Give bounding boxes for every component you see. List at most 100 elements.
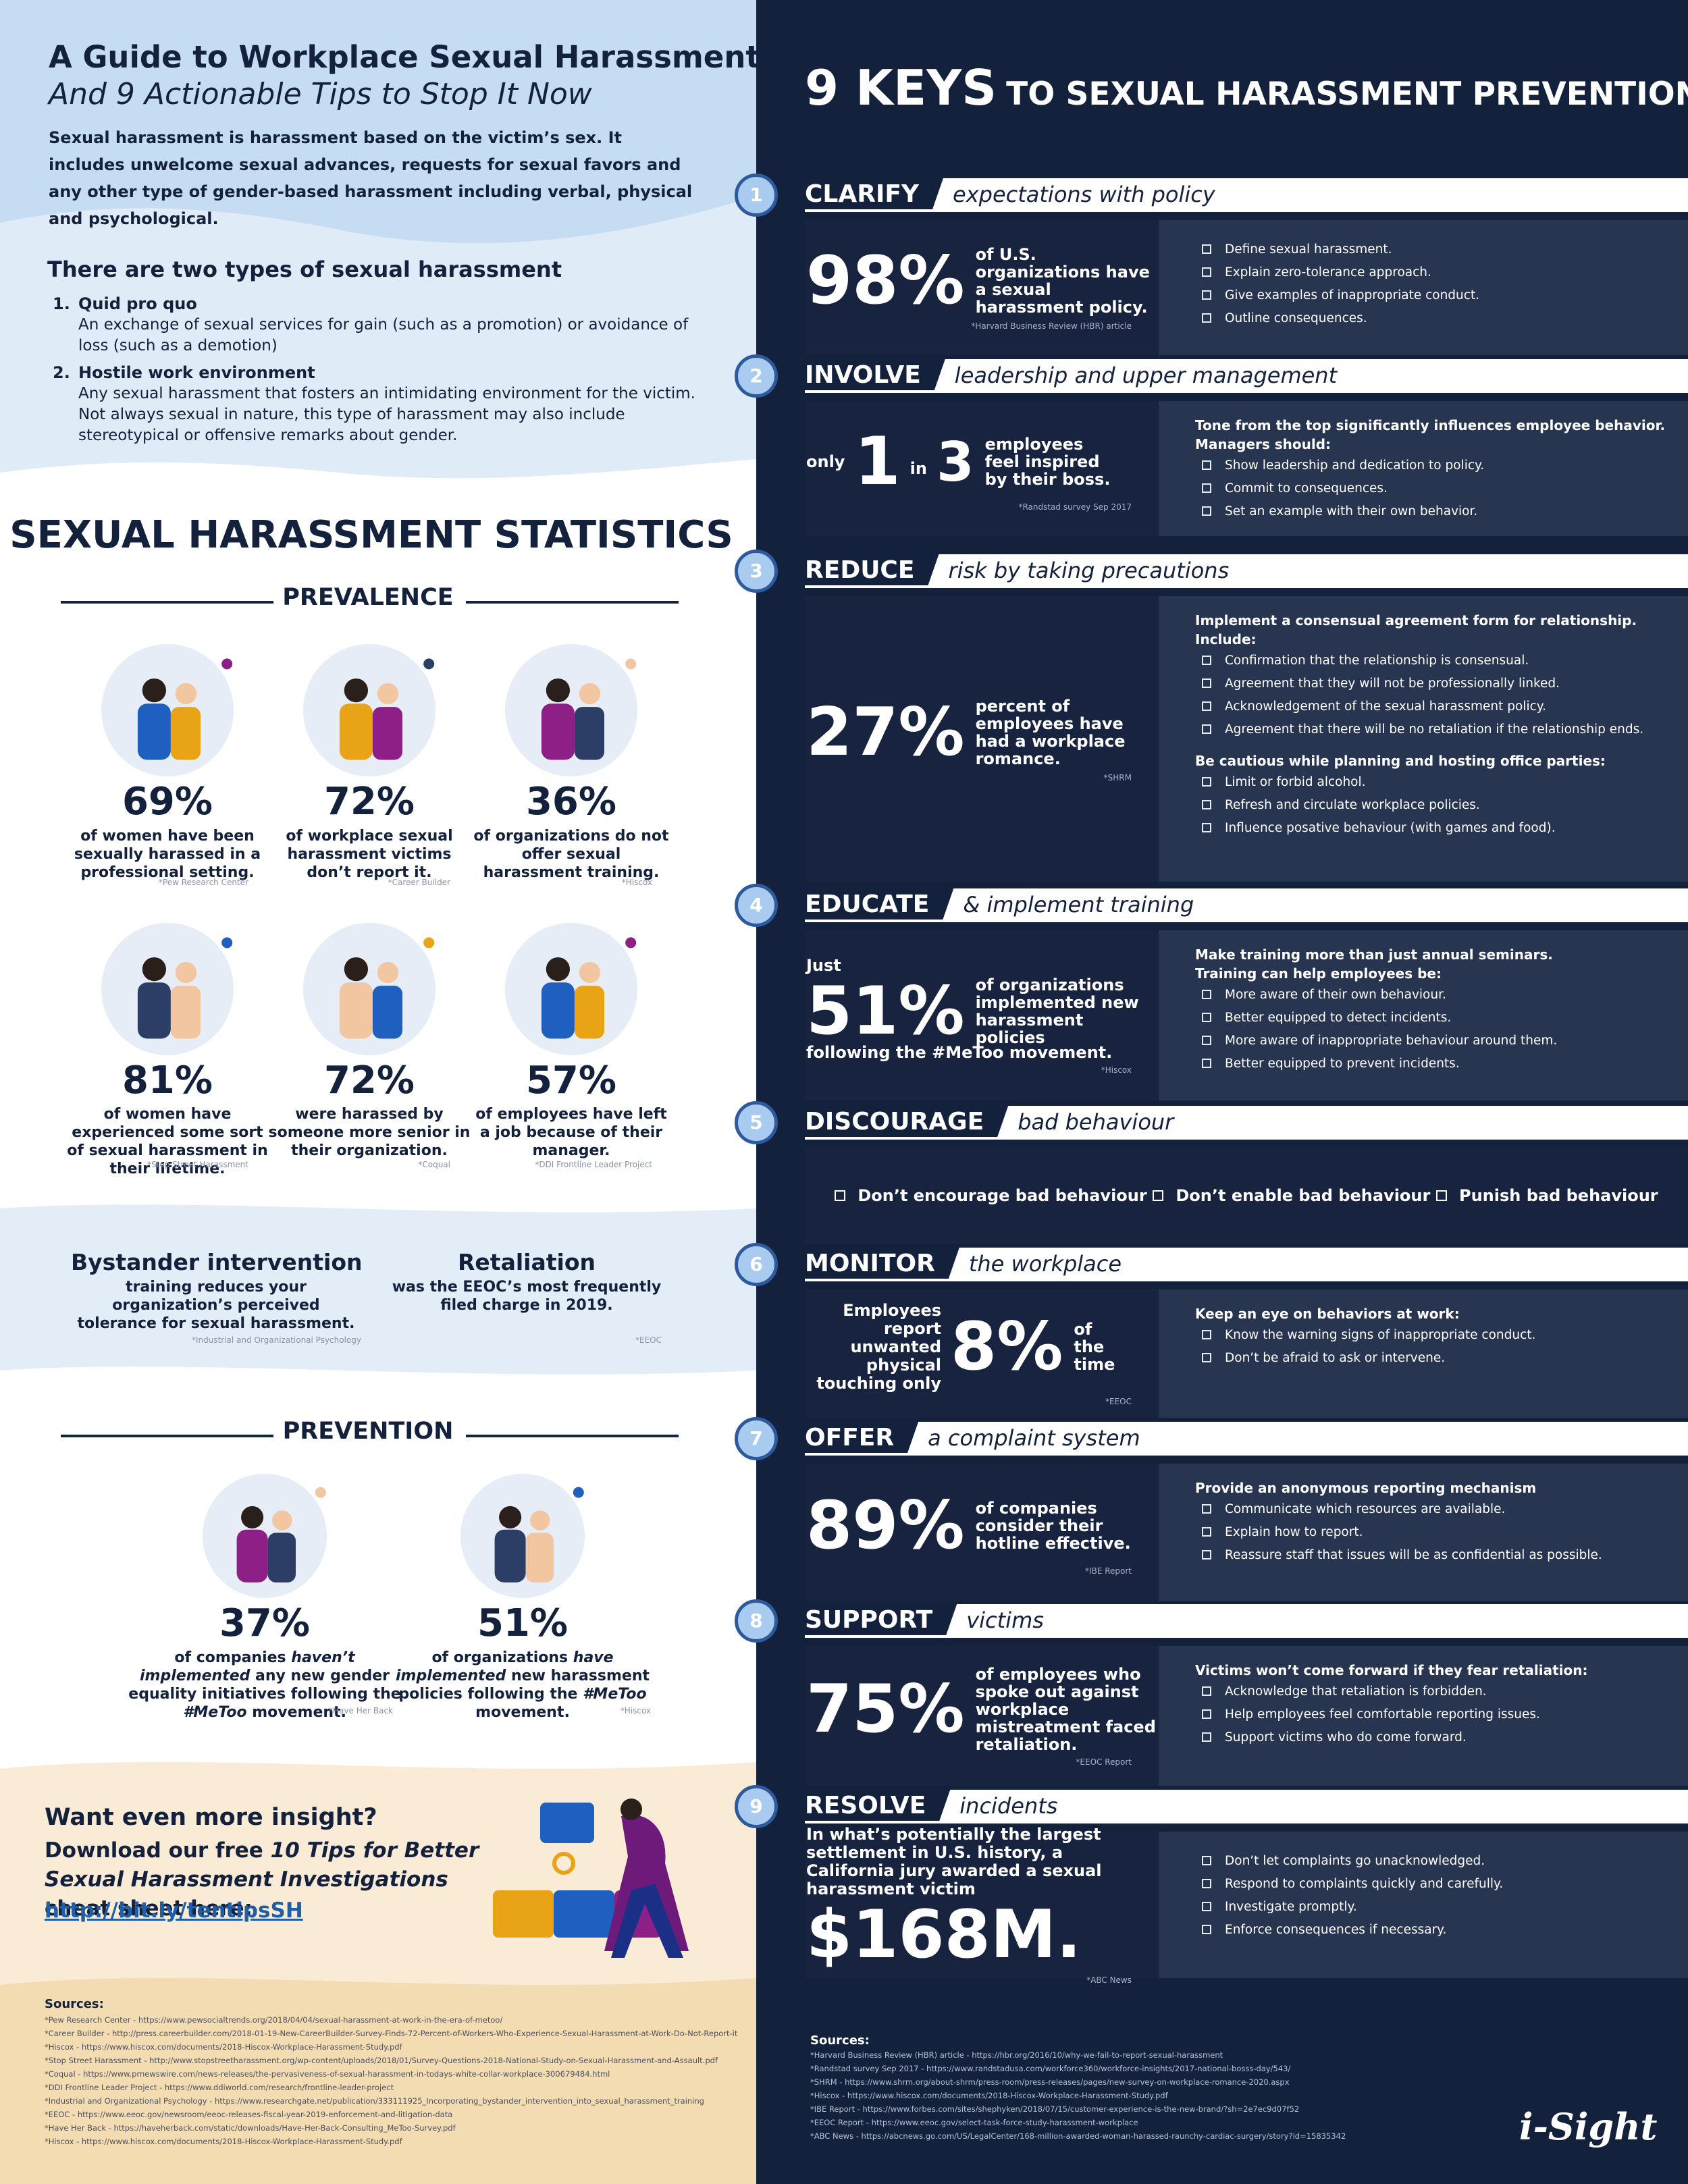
stat-source: *Coqual	[418, 1160, 450, 1169]
key-keyword: OFFER	[805, 1424, 895, 1451]
heading-rule	[466, 601, 679, 604]
list-panel: Implement a consensual agreement form fo…	[1159, 596, 1688, 882]
checkbox	[1436, 1190, 1447, 1201]
source-item: *Have Her Back - https://haveherback.com…	[45, 2123, 456, 2133]
stat-source: *Harvard Business Review (HBR) article	[971, 321, 1132, 331]
illustration-head	[344, 678, 369, 703]
list-item: Don’t be afraid to ask or intervene.	[1195, 1346, 1674, 1369]
illustration-shape	[137, 703, 171, 760]
stat-lead: only	[806, 452, 845, 471]
source-item: *EEOC Report - https://www.eeoc.gov/sele…	[810, 2118, 1138, 2127]
list-heading: Provide an anonymous reporting mechanism	[1195, 1480, 1537, 1496]
checkbox	[1202, 267, 1211, 277]
list-item-text: Support victims who do come forward.	[1225, 1730, 1467, 1744]
list-item-text: Limit or forbid alcohol.	[1225, 774, 1366, 789]
illustration	[505, 644, 637, 776]
stat-panel: 27% percent of employees have had a workp…	[805, 596, 1159, 882]
stat-source: *Hiscox	[620, 1706, 651, 1715]
illustration	[101, 644, 234, 776]
key-number: 7	[735, 1417, 778, 1460]
key-number: 4	[735, 884, 778, 927]
list-heading: Victims won’t come forward if they fear …	[1195, 1662, 1588, 1678]
illustration-head	[546, 957, 571, 982]
illustration-shape	[372, 986, 402, 1039]
source-item: *SHRM - https://www.shrm.org/about-shrm/…	[810, 2077, 1290, 2087]
list-group: Implement a consensual agreement form fo…	[1195, 611, 1674, 741]
stat-source: *DDI Frontline Leader Project	[535, 1160, 652, 1169]
stat-line: $168M.	[806, 1898, 1159, 1971]
checkbox	[1202, 1013, 1211, 1022]
stat-text-part: new harassment policies following the	[398, 1668, 650, 1703]
list-item-text: Don’t let complaints go unacknowledged.	[1225, 1853, 1485, 1868]
illustration-shape	[170, 986, 201, 1039]
list-group: Victims won’t come forward if they fear …	[1195, 1661, 1674, 1749]
list-group: Be cautious while planning and hosting o…	[1195, 751, 1674, 839]
stat-source: *Have Her Back	[329, 1706, 393, 1715]
list-item: Enforce consequences if necessary.	[1195, 1918, 1674, 1941]
list-panel: Tone from the top significantly influenc…	[1159, 401, 1688, 536]
list-item: Refresh and circulate workplace policies…	[1195, 793, 1674, 816]
stat-figure: $168M.	[806, 1896, 1082, 1973]
checkbox	[1202, 656, 1211, 665]
key-keyword: SUPPORT	[805, 1606, 933, 1634]
callout-source: *Industrial and Organizational Psycholog…	[191, 1335, 361, 1345]
list-item-text: Acknowledge that retaliation is forbidde…	[1225, 1684, 1487, 1699]
illustration-shape	[339, 982, 373, 1039]
inline-item: Don’t enable bad behaviour	[1153, 1186, 1430, 1205]
inline-item-text: Punish bad behaviour	[1459, 1186, 1658, 1205]
stat-source: *EEOC	[1105, 1396, 1132, 1406]
stat-line: only 1 in 3 employees feel inspired by their…	[806, 425, 1159, 498]
puzzle-illustration	[493, 1799, 689, 1958]
list-item: Acknowledgement of the sexual harassment…	[1195, 695, 1674, 718]
list-item-text: Explain how to report.	[1225, 1524, 1363, 1539]
stat-source: *Pew Research Center	[158, 878, 248, 887]
cta-link[interactable]: http://bit.ly/tentipsSH	[45, 1898, 303, 1923]
checkbox	[1202, 506, 1211, 516]
person-head	[621, 1799, 642, 1820]
inline-panel: Don’t encourage bad behaviour Don’t enabl…	[805, 1148, 1688, 1244]
illustration-head	[546, 678, 571, 703]
list-panel: Victims won’t come forward if they fear …	[1159, 1646, 1688, 1786]
type-number: 2.	[53, 363, 70, 382]
stat-figure: 89%	[806, 1487, 965, 1564]
heading-rule	[466, 1435, 679, 1437]
list-group: Keep an eye on behaviors at work: Know th…	[1195, 1304, 1674, 1369]
list-item: More aware of inappropriate behaviour ar…	[1195, 1029, 1674, 1052]
stat-source: *IBE Report	[1085, 1566, 1132, 1576]
source-item: *ABC News - https://abcnews.go.com/US/Le…	[810, 2131, 1346, 2141]
checkbox	[1202, 724, 1211, 734]
person-legs	[611, 1884, 683, 1958]
list-item: Limit or forbid alcohol.	[1195, 770, 1674, 793]
key-phrase: bad behaviour	[997, 1106, 1688, 1137]
stat-source: *Career Builder	[388, 878, 450, 887]
list-panel: Keep an eye on behaviors at work: Know th…	[1159, 1289, 1688, 1418]
stat-panel: 89% of companies consider their hotline e…	[805, 1464, 1159, 1601]
key-number: 9	[735, 1785, 778, 1828]
sources-heading: Sources:	[45, 1997, 104, 2011]
stat-text: of organizations do not offer sexual har…	[473, 828, 669, 881]
list-item: Agreement that there will be no retaliat…	[1195, 718, 1674, 741]
stat-text-emphasis: #MeToo	[583, 1686, 647, 1703]
key-header: MONITOR the workplace	[805, 1248, 1688, 1281]
stat-figure: 1	[854, 423, 901, 500]
stat-text-emphasis: have implemented	[395, 1649, 614, 1684]
illustration-shape	[267, 1533, 296, 1582]
stat-source: *Stop Street Harassment	[147, 1160, 248, 1169]
illustration-head	[377, 961, 399, 984]
callout-text: was the EEOC’s most frequently filed cha…	[392, 1279, 662, 1314]
type-text: Any sexual harassment that fosters an in…	[78, 385, 695, 444]
key-header: DISCOURAGE bad behaviour	[805, 1106, 1688, 1140]
key-header: REDUCE risk by taking precautions	[805, 554, 1688, 588]
checkbox	[1202, 777, 1211, 787]
illustration-head	[579, 961, 601, 984]
stat-text-part: of companies	[174, 1649, 292, 1666]
checkbox	[1202, 1036, 1211, 1045]
list-item-text: Give examples of inappropriate conduct.	[1225, 288, 1480, 302]
stat-figure: 51%	[806, 972, 965, 1050]
checkbox	[1202, 1550, 1211, 1560]
checkbox	[1202, 1709, 1211, 1719]
checkbox	[1202, 1353, 1211, 1362]
illustration-shape	[339, 703, 373, 760]
list-item: Reassure staff that issues will be as co…	[1195, 1543, 1674, 1566]
